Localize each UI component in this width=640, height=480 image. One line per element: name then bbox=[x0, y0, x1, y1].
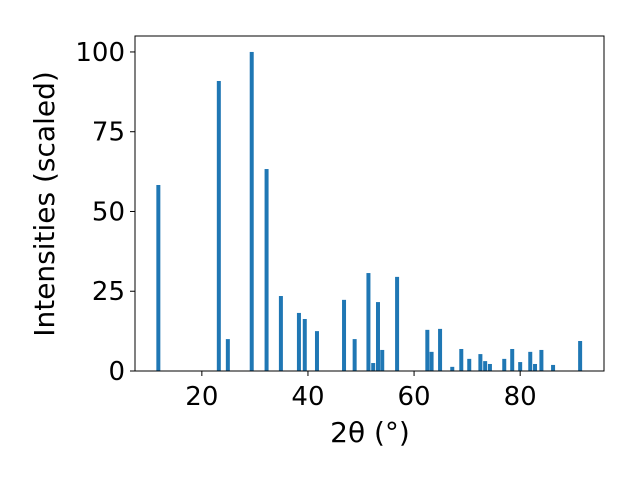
x-tick-label: 40 bbox=[291, 382, 324, 412]
bar bbox=[578, 341, 583, 371]
bar bbox=[502, 358, 507, 371]
bar bbox=[342, 299, 347, 371]
bar bbox=[438, 328, 443, 371]
bar bbox=[483, 361, 488, 371]
y-axis-label: Intensities (scaled) bbox=[28, 71, 61, 337]
bar bbox=[551, 364, 556, 371]
y-tick-label: 100 bbox=[75, 38, 125, 68]
bar bbox=[302, 318, 307, 371]
x-axis-label: 2θ (°) bbox=[330, 416, 410, 449]
bar bbox=[296, 312, 301, 371]
bar bbox=[518, 362, 523, 371]
bar bbox=[528, 351, 533, 371]
bar bbox=[375, 302, 380, 371]
bar bbox=[395, 276, 400, 371]
bar bbox=[371, 363, 376, 371]
bar bbox=[249, 51, 254, 371]
bar bbox=[487, 363, 492, 371]
bar bbox=[425, 329, 430, 371]
bar bbox=[450, 366, 455, 371]
bar bbox=[264, 169, 269, 371]
bar bbox=[156, 184, 161, 371]
bar bbox=[216, 80, 221, 371]
x-tick-label: 60 bbox=[398, 382, 431, 412]
bar bbox=[225, 339, 230, 371]
y-tick-label: 0 bbox=[108, 357, 125, 387]
x-tick-label: 80 bbox=[504, 382, 537, 412]
bar bbox=[366, 273, 371, 371]
y-tick-label: 25 bbox=[92, 277, 125, 307]
bar bbox=[467, 358, 472, 371]
y-tick-label: 50 bbox=[92, 197, 125, 227]
bar bbox=[459, 348, 464, 371]
bar bbox=[278, 296, 283, 371]
bar bbox=[380, 349, 385, 371]
bar bbox=[429, 351, 434, 371]
plot-frame bbox=[134, 35, 605, 372]
bar bbox=[352, 339, 357, 371]
bar bbox=[478, 354, 483, 371]
bar bbox=[539, 349, 544, 371]
bar bbox=[314, 331, 319, 371]
x-tick-label: 20 bbox=[185, 382, 218, 412]
bar bbox=[510, 348, 515, 371]
y-tick-label: 75 bbox=[92, 118, 125, 148]
bar bbox=[533, 363, 538, 371]
